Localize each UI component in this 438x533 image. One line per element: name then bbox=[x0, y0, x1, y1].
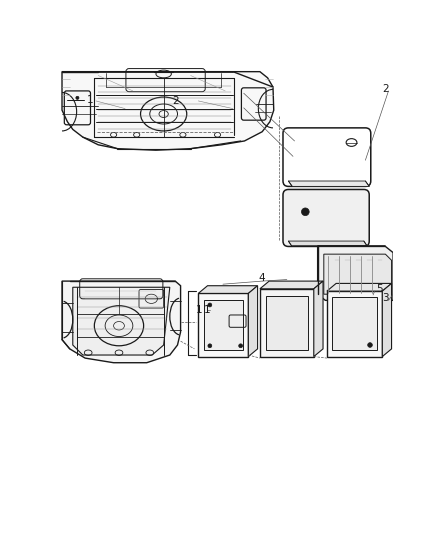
Text: 1: 1 bbox=[204, 305, 210, 316]
Text: 2: 2 bbox=[173, 96, 179, 106]
Polygon shape bbox=[332, 297, 377, 350]
Polygon shape bbox=[260, 289, 314, 357]
Polygon shape bbox=[198, 294, 248, 357]
Ellipse shape bbox=[76, 96, 79, 99]
Polygon shape bbox=[62, 281, 180, 363]
Text: 2: 2 bbox=[382, 84, 389, 94]
Text: 3: 3 bbox=[382, 293, 389, 303]
Text: 1: 1 bbox=[196, 305, 203, 316]
Ellipse shape bbox=[239, 344, 243, 348]
Ellipse shape bbox=[301, 208, 309, 216]
Polygon shape bbox=[73, 287, 170, 355]
Polygon shape bbox=[198, 286, 258, 294]
Polygon shape bbox=[327, 291, 382, 357]
Polygon shape bbox=[288, 181, 369, 187]
Polygon shape bbox=[260, 281, 323, 289]
Polygon shape bbox=[382, 284, 392, 357]
Polygon shape bbox=[204, 300, 243, 350]
Polygon shape bbox=[318, 246, 393, 301]
FancyBboxPatch shape bbox=[283, 189, 369, 246]
Polygon shape bbox=[324, 254, 392, 294]
Polygon shape bbox=[288, 241, 367, 246]
Polygon shape bbox=[62, 71, 274, 150]
Ellipse shape bbox=[208, 344, 212, 348]
Polygon shape bbox=[314, 281, 323, 357]
Ellipse shape bbox=[367, 343, 372, 348]
Text: 4: 4 bbox=[259, 273, 265, 283]
Ellipse shape bbox=[208, 303, 212, 307]
Polygon shape bbox=[266, 296, 307, 350]
Text: 1: 1 bbox=[86, 95, 93, 105]
Text: 5: 5 bbox=[376, 284, 382, 294]
Polygon shape bbox=[327, 284, 392, 291]
Polygon shape bbox=[248, 286, 258, 357]
